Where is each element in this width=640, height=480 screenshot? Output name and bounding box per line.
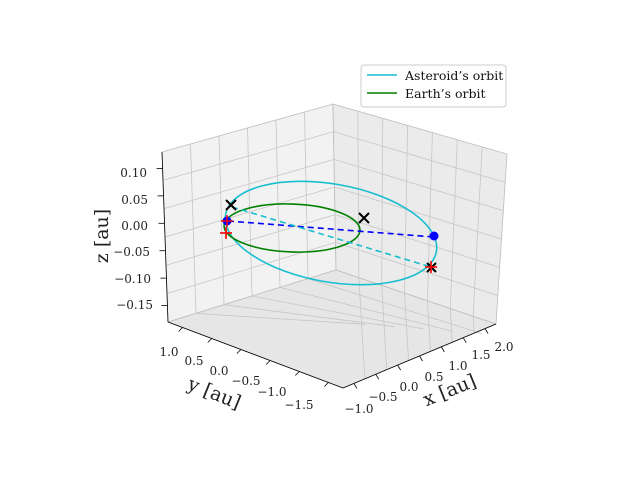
x-tick-label: −1.0 — [344, 402, 373, 416]
tick-marks — [156, 168, 489, 389]
grid-line — [381, 285, 388, 370]
x-tick-mark — [375, 374, 380, 380]
grid-line — [335, 241, 498, 297]
y-tick-mark — [178, 327, 183, 332]
grid-line — [472, 146, 483, 317]
cross-marker — [358, 212, 370, 224]
x-tick-label: 1.5 — [471, 348, 490, 362]
y-tick-labels: 1.0 0.5 0.0 −0.5 −1.0 −1.5 — [159, 345, 313, 412]
grid-line — [334, 214, 500, 268]
y-tick-mark — [207, 338, 213, 343]
legend-box — [360, 64, 507, 108]
z-tick-label: −0.05 — [113, 245, 150, 259]
cyan-dashed-connector — [231, 206, 432, 268]
z-tick-labels: 0.10 0.05 0.00 −0.05 −0.10 −0.15 — [113, 166, 153, 312]
grid-line — [427, 132, 433, 301]
y-tick-mark — [265, 360, 271, 365]
z-tick-label: −0.10 — [114, 272, 151, 286]
x-tick-label: 0.0 — [399, 380, 418, 394]
grid-line — [427, 300, 431, 352]
grid-line — [333, 158, 504, 212]
grid-lines — [162, 111, 506, 379]
y-tick-label: 0.0 — [209, 364, 228, 378]
grid-line — [304, 111, 309, 279]
plus-marker — [221, 215, 233, 227]
legend: Asteroid’s orbit Earth’s orbit — [360, 64, 507, 108]
y-axis-line — [167, 321, 344, 389]
grid-line — [307, 278, 482, 335]
z-tick-label: 0.00 — [121, 219, 148, 233]
grid-line — [223, 304, 395, 328]
x-tick-mark — [353, 383, 358, 389]
y-tick-label: −0.5 — [231, 374, 260, 388]
grid-line — [247, 127, 253, 297]
legend-label-asteroid: Asteroid’s orbit — [404, 68, 503, 83]
x-tick-mark — [397, 364, 401, 371]
grid-line — [251, 295, 424, 330]
grid-line — [449, 139, 458, 309]
plus-marker — [425, 261, 437, 273]
grid-line — [357, 111, 360, 278]
x-tick-label: −0.5 — [368, 390, 397, 404]
y-tick-label: −1.0 — [257, 385, 286, 399]
x-tick-label: 2.0 — [494, 340, 513, 354]
cross-marker — [225, 199, 237, 211]
x-tick-labels: −1.0 −0.5 0.0 0.5 1.0 1.5 2.0 — [344, 340, 513, 416]
legend-label-earth: Earth’s orbit — [405, 86, 486, 101]
y-tick-mark — [324, 382, 329, 387]
y-tick-mark — [294, 371, 300, 376]
z-tick-label: 0.05 — [121, 193, 148, 207]
plus-marker — [220, 227, 232, 239]
earth-orbit-line — [223, 203, 361, 253]
z-axis-label: z [au] — [91, 209, 113, 263]
grid-line — [381, 118, 384, 286]
x-tick-mark — [441, 346, 445, 353]
grid-line — [334, 186, 502, 240]
grid-line — [404, 293, 409, 361]
asteroid-orbit-line — [224, 180, 438, 286]
y-tick-mark — [236, 349, 242, 354]
z-tick-label: −0.15 — [116, 298, 153, 312]
y-tick-label: 1.0 — [159, 345, 178, 359]
grid-line — [449, 308, 453, 343]
blue-dot-marker — [429, 231, 439, 241]
x-tick-label: 1.0 — [448, 359, 467, 373]
z-tick-label: 0.10 — [120, 166, 147, 180]
z-axis-line — [161, 151, 169, 323]
blue-dashed-connector — [227, 220, 435, 238]
x-tick-mark — [419, 355, 423, 362]
y-tick-label: −1.5 — [284, 398, 313, 412]
x-tick-mark — [462, 337, 467, 343]
x-tick-mark — [484, 328, 489, 334]
grid-line — [279, 286, 453, 332]
grid-line — [195, 312, 366, 325]
x-tick-label: 0.5 — [424, 370, 443, 384]
grid-line — [333, 131, 506, 183]
grid-line — [358, 277, 366, 379]
grid-line — [190, 143, 197, 314]
y-tick-label: 0.5 — [184, 354, 203, 368]
grid-line — [472, 316, 475, 334]
